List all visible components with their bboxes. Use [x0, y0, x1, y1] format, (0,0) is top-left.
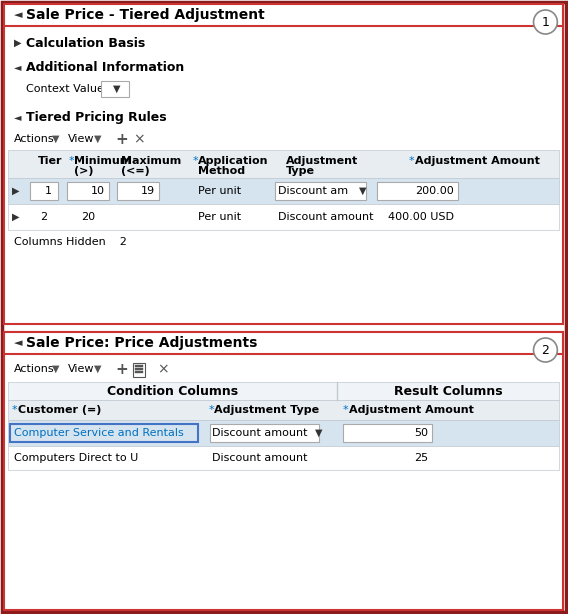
Text: *: *	[68, 156, 74, 166]
Circle shape	[533, 10, 558, 34]
Bar	[4, 332, 563, 354]
Text: 2: 2	[541, 343, 550, 357]
Bar	[30, 182, 57, 200]
Bar	[135, 368, 143, 370]
Text: Actions: Actions	[14, 364, 54, 374]
Text: 25: 25	[414, 453, 429, 463]
Text: Discount amount: Discount amount	[278, 212, 373, 222]
Text: (>): (>)	[74, 166, 94, 176]
Text: +: +	[115, 362, 128, 376]
Text: 200.00: 200.00	[415, 186, 454, 196]
Text: Adjustment: Adjustment	[285, 156, 358, 166]
Text: Discount am: Discount am	[278, 186, 348, 196]
Text: Condition Columns: Condition Columns	[107, 384, 238, 397]
Text: 20: 20	[81, 212, 95, 222]
Text: Additional Information: Additional Information	[26, 61, 184, 74]
Text: *: *	[343, 405, 349, 415]
Text: Adjustment Amount: Adjustment Amount	[414, 156, 539, 166]
Text: ▼: ▼	[52, 364, 59, 374]
Bar	[8, 204, 559, 230]
Text: ×: ×	[133, 132, 144, 146]
Bar	[135, 371, 143, 373]
Text: Tiered Pricing Rules: Tiered Pricing Rules	[26, 111, 166, 123]
Text: ◄: ◄	[14, 10, 22, 20]
Text: Discount amount: Discount amount	[212, 453, 308, 463]
Bar	[377, 182, 458, 200]
Text: ◄: ◄	[14, 62, 21, 72]
Bar	[101, 81, 129, 97]
Bar	[8, 178, 559, 204]
Text: Application: Application	[198, 156, 269, 166]
Bar	[117, 182, 159, 200]
Text: 50: 50	[414, 428, 429, 438]
Text: View: View	[68, 364, 94, 374]
Text: ◄: ◄	[14, 338, 22, 348]
Bar	[8, 400, 559, 420]
Text: 1: 1	[541, 15, 550, 28]
Text: Adjustment Type: Adjustment Type	[214, 405, 319, 415]
Text: 2: 2	[40, 212, 47, 222]
Text: *: *	[409, 156, 414, 166]
Text: Calculation Basis: Calculation Basis	[26, 36, 145, 50]
Circle shape	[533, 338, 558, 362]
Bar	[133, 363, 145, 377]
Text: ▼: ▼	[94, 134, 102, 144]
Text: ▼: ▼	[315, 428, 323, 438]
Text: +: +	[115, 131, 128, 147]
Text: ▶: ▶	[12, 212, 19, 222]
Text: 1: 1	[45, 186, 52, 196]
Bar	[4, 332, 563, 610]
Text: ◄: ◄	[14, 112, 21, 122]
Text: *: *	[208, 405, 214, 415]
Text: Tier: Tier	[38, 156, 62, 166]
Text: Method: Method	[198, 166, 245, 176]
Bar	[8, 150, 559, 178]
Text: (<=): (<=)	[121, 166, 150, 176]
Text: ▼: ▼	[113, 84, 121, 94]
Bar	[210, 424, 319, 442]
Text: Minimum: Minimum	[74, 156, 132, 166]
Text: *: *	[12, 405, 18, 415]
Bar	[68, 182, 109, 200]
Text: 10: 10	[91, 186, 105, 196]
Bar	[343, 424, 433, 442]
Text: Per unit: Per unit	[198, 186, 241, 196]
Text: Sale Price: Price Adjustments: Sale Price: Price Adjustments	[26, 336, 257, 350]
Text: 19: 19	[140, 186, 155, 196]
Text: Type: Type	[285, 166, 315, 176]
Text: ▶: ▶	[14, 38, 21, 48]
Text: Columns Hidden    2: Columns Hidden 2	[14, 237, 127, 247]
Text: View: View	[68, 134, 94, 144]
Bar	[10, 424, 198, 442]
Text: Customer (=): Customer (=)	[18, 405, 101, 415]
Bar	[8, 420, 559, 446]
Text: Maximum: Maximum	[121, 156, 181, 166]
Text: Adjustment Amount: Adjustment Amount	[349, 405, 474, 415]
Bar	[135, 365, 143, 367]
Text: Computer Service and Rentals: Computer Service and Rentals	[14, 428, 183, 438]
Bar	[8, 446, 559, 470]
Text: *: *	[193, 156, 198, 166]
Text: ▼: ▼	[94, 364, 102, 374]
Text: Per unit: Per unit	[198, 212, 241, 222]
Text: Discount amount: Discount amount	[212, 428, 308, 438]
Text: ×: ×	[156, 362, 168, 376]
Text: Sale Price - Tiered Adjustment: Sale Price - Tiered Adjustment	[26, 8, 265, 22]
Text: ▼: ▼	[52, 134, 59, 144]
Text: Computers Direct to U: Computers Direct to U	[14, 453, 138, 463]
Text: Result Columns: Result Columns	[394, 384, 503, 397]
Bar	[4, 4, 563, 324]
Bar	[4, 4, 563, 26]
Text: Actions: Actions	[14, 134, 54, 144]
Bar	[274, 182, 366, 200]
Text: ▶: ▶	[12, 186, 19, 196]
Bar	[8, 382, 559, 400]
Text: ▼: ▼	[359, 186, 367, 196]
Text: Context Value: Context Value	[26, 84, 104, 94]
Text: 400.00 USD: 400.00 USD	[388, 212, 454, 222]
